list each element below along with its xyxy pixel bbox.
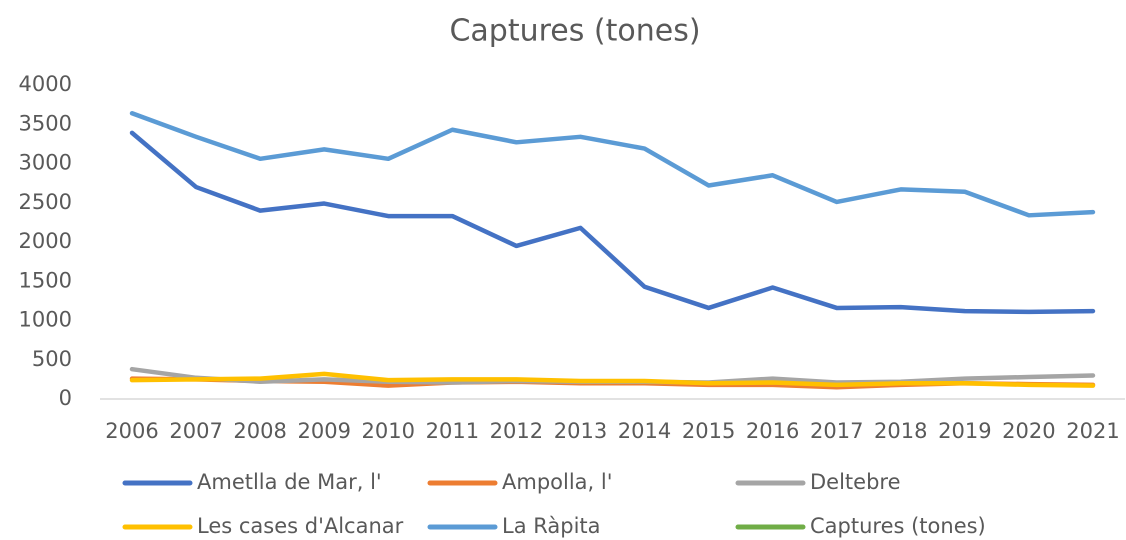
chart-title: Captures (tones): [449, 14, 700, 49]
series-line: [129, 111, 1096, 218]
x-tick-label: 2007: [169, 419, 222, 443]
x-tick-label: 2021: [1066, 419, 1119, 443]
legend-label: La Ràpita: [502, 514, 601, 538]
x-tick-label: 2013: [554, 419, 607, 443]
x-tick-label: 2009: [297, 419, 350, 443]
series-line: [129, 371, 1096, 388]
y-tick-label: 2500: [19, 190, 72, 214]
x-tick-label: 2008: [233, 419, 286, 443]
y-tick-label: 4000: [19, 72, 72, 96]
x-tick-label: 2006: [105, 419, 158, 443]
y-tick-label: 0: [59, 386, 72, 410]
legend-label: Les cases d'Alcanar: [197, 514, 404, 538]
x-tick-label: 2020: [1002, 419, 1055, 443]
y-tick-label: 3000: [19, 151, 72, 175]
legend-label: Deltebre: [810, 470, 901, 494]
y-tick-label: 1500: [19, 268, 72, 292]
x-tick-label: 2016: [746, 419, 799, 443]
legend-label: Ampolla, l': [502, 470, 613, 494]
legend-label: Ametlla de Mar, l': [197, 470, 382, 494]
x-tick-label: 2017: [810, 419, 863, 443]
series-line: [129, 130, 1096, 315]
y-tick-label: 2000: [19, 229, 72, 253]
y-tick-label: 500: [32, 347, 72, 371]
x-tick-label: 2010: [362, 419, 415, 443]
y-tick-label: 1000: [19, 308, 72, 332]
x-tick-label: 2014: [618, 419, 671, 443]
x-tick-label: 2011: [426, 419, 479, 443]
x-tick-label: 2018: [874, 419, 927, 443]
x-tick-label: 2012: [490, 419, 543, 443]
x-tick-label: 2015: [682, 419, 735, 443]
x-tick-label: 2019: [938, 419, 991, 443]
legend-label: Captures (tones): [810, 514, 986, 538]
y-tick-label: 3500: [19, 111, 72, 135]
